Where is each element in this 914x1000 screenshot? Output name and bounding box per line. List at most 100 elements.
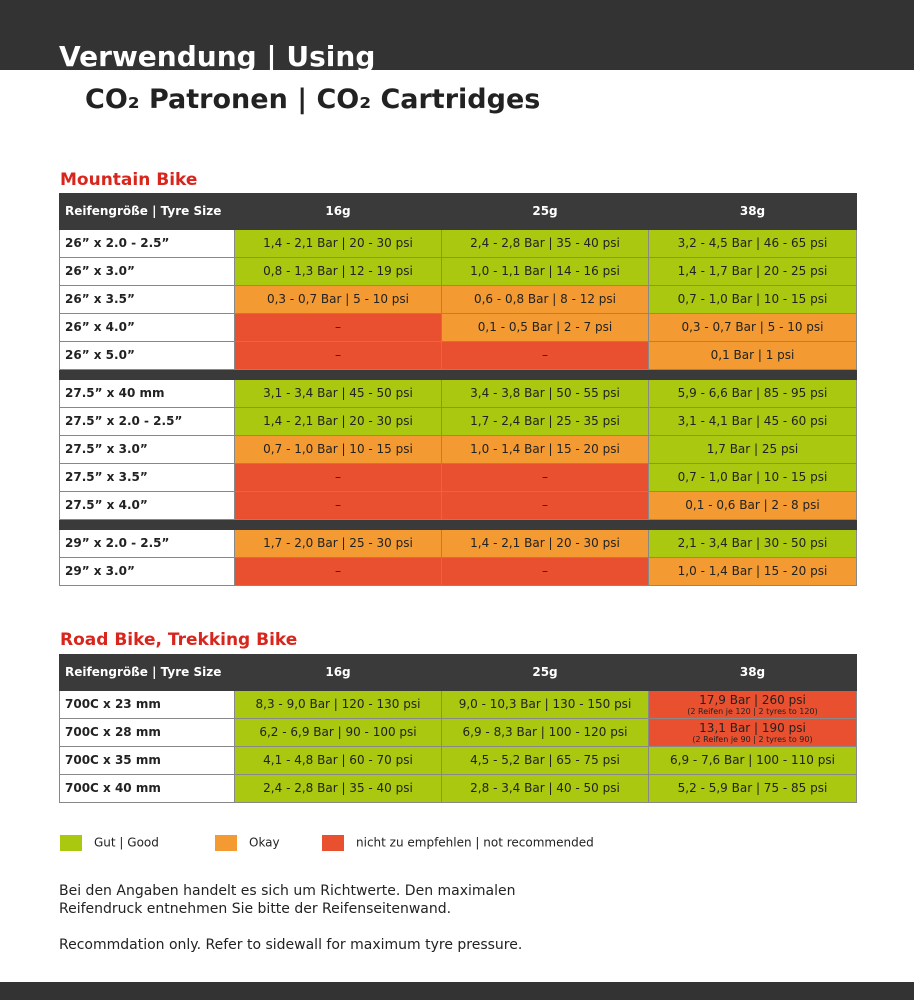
pressure-cell: 2,4 - 2,8 Bar | 35 - 40 psi (234, 774, 442, 803)
pressure-text: – (335, 564, 341, 578)
pressure-text: 17,9 Bar | 260 psi (699, 692, 806, 707)
table-row: 26” x 5.0” – – 0,1 Bar | 1 psi (59, 341, 857, 370)
pressure-text: 1,0 - 1,4 Bar | 15 - 20 psi (677, 564, 828, 578)
table-title: Mountain Bike (60, 170, 198, 190)
pressure-text: – (335, 498, 341, 512)
pressure-cell: 13,1 Bar | 190 psi (2 Reifen je 90 | 2 ty… (648, 718, 857, 747)
pressure-cell: 1,7 Bar | 25 psi (648, 435, 857, 464)
table-row: 27.5” x 2.0 - 2.5” 1,4 - 2,1 Bar | 20 - 3… (59, 407, 857, 436)
pressure-text: 13,1 Bar | 190 psi (699, 720, 806, 735)
pressure-cell: – (234, 341, 442, 370)
table-row: 29” x 3.0” – – 1,0 - 1,4 Bar | 15 - 20 psi (59, 557, 857, 586)
note-line: Bei den Angaben handelt es sich um Richt… (59, 883, 516, 899)
pressure-text: 6,9 - 7,6 Bar | 100 - 110 psi (670, 753, 835, 767)
legend-label: nicht zu empfehlen | not recommended (356, 835, 594, 850)
pressure-cell: 6,9 - 8,3 Bar | 100 - 120 psi (441, 718, 649, 747)
pressure-text: 1,7 - 2,0 Bar | 25 - 30 psi (263, 536, 413, 550)
pressure-text: 6,9 - 8,3 Bar | 100 - 120 psi (462, 725, 628, 739)
tyre-size: 27.5” x 40 mm (59, 379, 235, 408)
pressure-text: – (335, 470, 341, 484)
column-header: Reifengröße | Tyre Size (59, 193, 235, 230)
pressure-cell: 17,9 Bar | 260 psi (2 Reifen je 120 | 2 t… (648, 690, 857, 719)
pressure-text: 6,2 - 6,9 Bar | 90 - 100 psi (259, 725, 417, 739)
header-row: Reifengröße | Tyre Size 16g 25g 38g (59, 654, 857, 691)
tyre-size: 27.5” x 4.0” (59, 491, 235, 520)
pressure-note: (2 Reifen je 120 | 2 tyres to 120) (687, 706, 818, 716)
pressure-text: 4,5 - 5,2 Bar | 65 - 75 psi (470, 753, 620, 767)
pressure-cell: 2,4 - 2,8 Bar | 35 - 40 psi (441, 229, 649, 258)
tyre-size: 700C x 23 mm (59, 690, 235, 719)
column-header: 38g (648, 193, 857, 230)
tyre-size: 27.5” x 3.0” (59, 435, 235, 464)
tyre-size: 700C x 28 mm (59, 718, 235, 747)
pressure-text: 0,3 - 0,7 Bar | 5 - 10 psi (266, 292, 409, 306)
pressure-text: 3,4 - 3,8 Bar | 50 - 55 psi (470, 386, 620, 400)
pressure-text: 1,4 - 2,1 Bar | 20 - 30 psi (263, 414, 413, 428)
pressure-cell: – (234, 557, 442, 586)
table-row: 700C x 23 mm 8,3 - 9,0 Bar | 120 - 130 ps… (59, 690, 857, 719)
page-title: CO₂ Patronen | CO₂ Cartridges (85, 84, 541, 115)
tyre-size: 27.5” x 3.5” (59, 463, 235, 492)
pressure-cell: – (234, 463, 442, 492)
legend-item: Gut | Good (60, 835, 159, 851)
pressure-text: – (542, 564, 548, 578)
pressure-cell: 1,4 - 2,1 Bar | 20 - 30 psi (441, 529, 649, 558)
pressure-table: Reifengröße | Tyre Size 16g 25g 38g 700C x 2… (59, 654, 857, 803)
pressure-text: 0,3 - 0,7 Bar | 5 - 10 psi (681, 320, 824, 334)
column-header: 38g (648, 654, 857, 691)
pressure-text: 3,2 - 4,5 Bar | 46 - 65 psi (677, 236, 828, 250)
pressure-text: 1,0 - 1,1 Bar | 14 - 16 psi (470, 264, 620, 278)
pressure-cell: 0,1 Bar | 1 psi (648, 341, 857, 370)
pressure-cell: – (441, 341, 649, 370)
group-separator (59, 369, 857, 380)
pressure-text: 0,8 - 1,3 Bar | 12 - 19 psi (263, 264, 413, 278)
pressure-text: 5,2 - 5,9 Bar | 75 - 85 psi (677, 781, 828, 795)
pressure-cell: 9,0 - 10,3 Bar | 130 - 150 psi (441, 690, 649, 719)
tyre-size: 700C x 35 mm (59, 746, 235, 775)
pressure-cell: 4,5 - 5,2 Bar | 65 - 75 psi (441, 746, 649, 775)
table-row: 29” x 2.0 - 2.5” 1,7 - 2,0 Bar | 25 - 30 … (59, 529, 857, 558)
pressure-text: – (335, 348, 341, 362)
pressure-cell: 1,4 - 2,1 Bar | 20 - 30 psi (234, 407, 442, 436)
pressure-cell: 6,9 - 7,6 Bar | 100 - 110 psi (648, 746, 857, 775)
pressure-cell: 1,7 - 2,4 Bar | 25 - 35 psi (441, 407, 649, 436)
column-header: Reifengröße | Tyre Size (59, 654, 235, 691)
pressure-text: 1,7 Bar | 25 psi (706, 442, 799, 456)
tyre-size: 26” x 5.0” (59, 341, 235, 370)
legend-label: Gut | Good (94, 835, 159, 850)
pressure-text: 1,4 - 2,1 Bar | 20 - 30 psi (470, 536, 620, 550)
table-row: 700C x 40 mm 2,4 - 2,8 Bar | 35 - 40 psi 2… (59, 774, 857, 803)
pressure-text: 2,4 - 2,8 Bar | 35 - 40 psi (263, 781, 413, 795)
pressure-cell: 0,6 - 0,8 Bar | 8 - 12 psi (441, 285, 649, 314)
pressure-text: 0,6 - 0,8 Bar | 8 - 12 psi (473, 292, 616, 306)
pressure-cell: 1,0 - 1,4 Bar | 15 - 20 psi (648, 557, 857, 586)
tyre-size: 29” x 2.0 - 2.5” (59, 529, 235, 558)
pressure-text: 2,1 - 3,4 Bar | 30 - 50 psi (677, 536, 828, 550)
pressure-text: – (335, 320, 341, 334)
pressure-text: 1,4 - 2,1 Bar | 20 - 30 psi (263, 236, 413, 250)
pressure-cell: 5,2 - 5,9 Bar | 75 - 85 psi (648, 774, 857, 803)
table-row: 700C x 28 mm 6,2 - 6,9 Bar | 90 - 100 psi… (59, 718, 857, 747)
pressure-cell: 0,7 - 1,0 Bar | 10 - 15 psi (648, 463, 857, 492)
table-row: 27.5” x 3.0” 0,7 - 1,0 Bar | 10 - 15 psi 1… (59, 435, 857, 464)
pressure-cell: 2,8 - 3,4 Bar | 40 - 50 psi (441, 774, 649, 803)
table-row: 700C x 35 mm 4,1 - 4,8 Bar | 60 - 70 psi 4… (59, 746, 857, 775)
pressure-cell: 1,0 - 1,4 Bar | 15 - 20 psi (441, 435, 649, 464)
group-separator (59, 519, 857, 530)
pressure-text: – (542, 470, 548, 484)
pressure-text: 3,1 - 4,1 Bar | 45 - 60 psi (677, 414, 828, 428)
legend-item: nicht zu empfehlen | not recommended (322, 835, 594, 851)
pressure-cell: 0,3 - 0,7 Bar | 5 - 10 psi (234, 285, 442, 314)
tyre-size: 26” x 2.0 - 2.5” (59, 229, 235, 258)
table-title: Road Bike, Trekking Bike (60, 630, 298, 650)
pressure-cell: 1,4 - 1,7 Bar | 20 - 25 psi (648, 257, 857, 286)
pressure-cell: 0,7 - 1,0 Bar | 10 - 15 psi (234, 435, 442, 464)
tyre-size: 29” x 3.0” (59, 557, 235, 586)
pressure-cell: 0,3 - 0,7 Bar | 5 - 10 psi (648, 313, 857, 342)
tyre-size: 26” x 3.5” (59, 285, 235, 314)
pressure-note: (2 Reifen je 90 | 2 tyres to 90) (692, 734, 813, 744)
separator-cell (59, 369, 857, 380)
pressure-cell: 1,7 - 2,0 Bar | 25 - 30 psi (234, 529, 442, 558)
table-row: 26” x 3.0” 0,8 - 1,3 Bar | 12 - 19 psi 1,0… (59, 257, 857, 286)
legend-swatch (322, 835, 344, 851)
